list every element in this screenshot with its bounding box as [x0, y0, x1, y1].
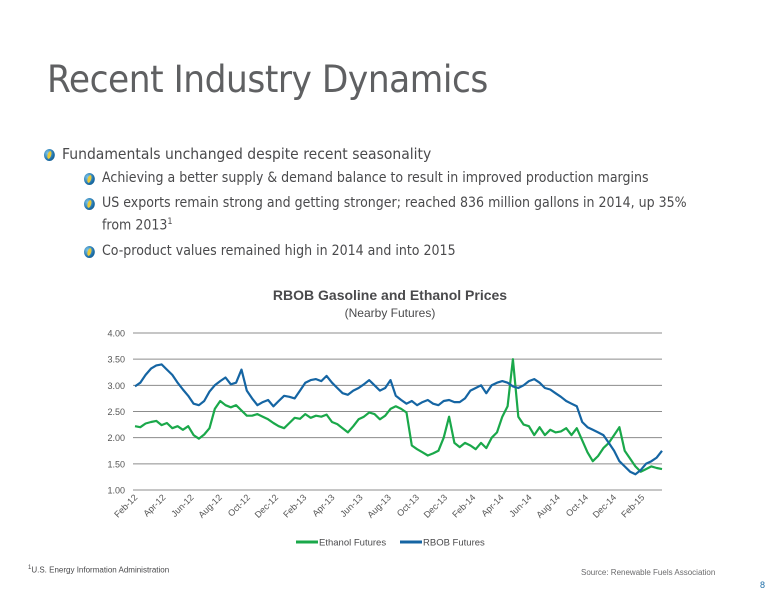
y-tick-label: 4.00 [107, 329, 125, 339]
bullet-text: US exports remain strong and getting str… [102, 195, 687, 234]
x-tick-label: Jun-12 [169, 492, 196, 519]
x-tick-label: Aug-12 [196, 492, 224, 520]
x-tick-label: Dec-12 [253, 492, 281, 520]
series-line-rbob-futures [134, 363, 663, 476]
bullet-text-wrap: US exports remain strong and getting str… [102, 194, 696, 236]
bullet-text: Co-product values remained high in 2014 … [102, 242, 456, 259]
x-tick-label: Aug-14 [534, 492, 562, 520]
y-tick-label: 3.00 [107, 381, 125, 391]
bullet-text: Fundamentals unchanged despite recent se… [62, 145, 432, 163]
x-tick-label: Apr-13 [310, 492, 336, 518]
source-note: Source: Renewable Fuels Association [581, 568, 716, 577]
bullet-item: US exports remain strong and getting str… [84, 194, 696, 236]
x-tick-label: Jun-14 [507, 492, 534, 519]
x-tick-label: Oct-14 [564, 492, 590, 518]
y-tick-label: 3.50 [107, 355, 125, 365]
bullet-item: Fundamentals unchanged despite recent se… [44, 145, 692, 163]
footnote-text: U.S. Energy Information Administration [31, 565, 170, 575]
legend-label: RBOB Futures [423, 538, 485, 549]
y-tick-label: 2.00 [107, 433, 125, 443]
chart-subtitle: (Nearby Futures) [344, 306, 436, 320]
series-line-ethanol-futures [134, 358, 663, 473]
y-tick-label: 1.50 [107, 459, 125, 469]
footnote-marker: 1 [28, 565, 32, 571]
globe-bullet-icon [84, 198, 95, 210]
globe-bullet-icon [84, 245, 95, 258]
x-tick-label: Aug-13 [365, 492, 393, 520]
x-tick-label: Feb-12 [112, 492, 139, 519]
bullet-item: Achieving a better supply & demand balan… [84, 169, 696, 188]
x-tick-label: Feb-14 [450, 492, 477, 519]
x-tick-label: Apr-12 [141, 492, 167, 518]
price-chart: RBOB Gasoline and Ethanol Prices (Nearby… [0, 280, 780, 555]
slide-title: Recent Industry Dynamics [47, 58, 488, 101]
legend-label: Ethanol Futures [319, 538, 386, 549]
chart-plot: 1.001.502.002.503.003.504.00 Feb-12 Apr-1… [107, 329, 663, 549]
footnote: 1U.S. Energy Information Administration [28, 565, 169, 575]
y-tick-label: 2.50 [107, 407, 125, 417]
x-tick-label: Dec-14 [591, 492, 619, 520]
globe-bullet-icon [44, 149, 55, 161]
bullet-text: Achieving a better supply & demand balan… [102, 170, 649, 186]
x-tick-label: Feb-13 [281, 492, 308, 519]
globe-bullet-icon [84, 173, 95, 185]
bullet-list: Fundamentals unchanged despite recent se… [44, 145, 764, 267]
x-tick-label: Jun-13 [338, 492, 365, 519]
page-number: 8 [760, 580, 766, 590]
x-tick-label: Oct-13 [395, 492, 421, 518]
x-tick-label: Oct-12 [226, 492, 252, 518]
x-tick-label: Dec-13 [422, 492, 450, 520]
x-tick-label: Apr-14 [479, 492, 505, 518]
bullet-item: Co-product values remained high in 2014 … [84, 242, 696, 261]
footnote-superscript: 1 [167, 217, 173, 227]
chart-title: RBOB Gasoline and Ethanol Prices [272, 287, 508, 303]
y-tick-label: 1.00 [107, 486, 125, 496]
x-tick-label: Feb-15 [619, 492, 646, 519]
